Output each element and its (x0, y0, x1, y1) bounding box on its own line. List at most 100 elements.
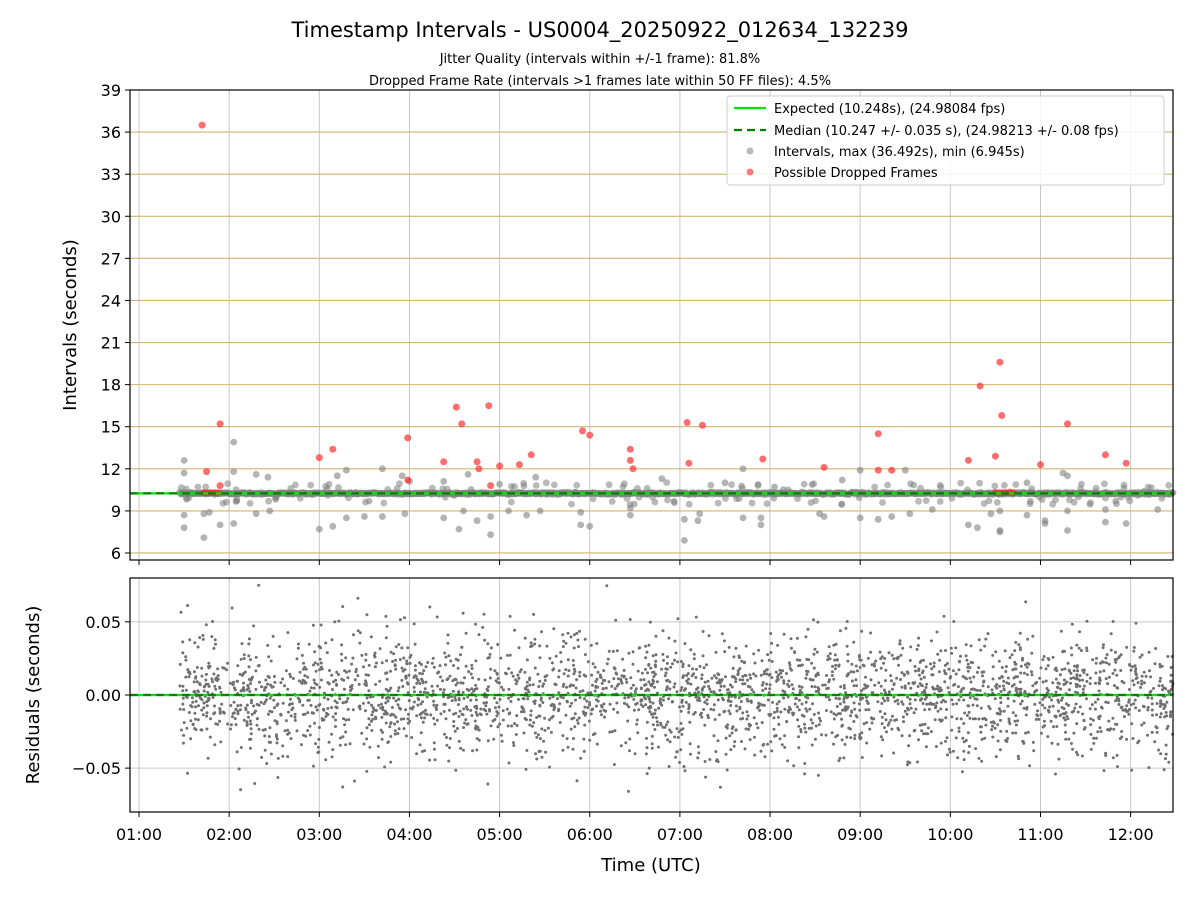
residual-point (616, 649, 619, 652)
residual-point (301, 654, 304, 657)
residual-point (753, 716, 756, 719)
residual-point (825, 674, 828, 677)
residual-point (769, 683, 772, 686)
residual-point (316, 709, 319, 712)
residual-point (798, 699, 801, 702)
interval-point (1078, 481, 1085, 488)
residual-point (976, 698, 979, 701)
residual-point (1057, 710, 1060, 713)
residual-point (209, 717, 212, 720)
residual-point (644, 668, 647, 671)
residual-point (758, 709, 761, 712)
residual-point (921, 723, 924, 726)
residual-point (636, 719, 639, 722)
residual-point (330, 674, 333, 677)
residual-point (371, 718, 374, 721)
residual-point (1024, 663, 1027, 666)
residual-point (314, 661, 317, 664)
dropped-frame-point (487, 482, 494, 489)
residual-point (683, 689, 686, 692)
residual-point (412, 705, 415, 708)
residual-point (879, 651, 882, 654)
residual-point (970, 644, 973, 647)
residual-point (1119, 669, 1122, 672)
interval-point (915, 498, 922, 505)
residual-point (544, 751, 547, 754)
residual-point (967, 731, 970, 734)
residual-point (1022, 740, 1025, 743)
residual-point (922, 670, 925, 673)
residual-point (897, 664, 900, 667)
residual-point (482, 702, 485, 705)
residual-point (757, 702, 760, 705)
residual-point (738, 706, 741, 709)
residual-point (1071, 748, 1074, 751)
residual-point (365, 613, 368, 616)
residual-point (945, 672, 948, 675)
residual-point (850, 663, 853, 666)
residual-point (1169, 715, 1172, 718)
residual-point (814, 685, 817, 688)
residual-point (621, 682, 624, 685)
residual-point (548, 718, 551, 721)
residual-point (792, 687, 795, 690)
residual-point (483, 639, 486, 642)
residual-point (492, 738, 495, 741)
residual-point (865, 742, 868, 745)
residual-point (384, 710, 387, 713)
residual-point (816, 621, 819, 624)
residual-point (950, 698, 953, 701)
residual-point (811, 722, 814, 725)
residual-point (868, 728, 871, 731)
residual-point (218, 720, 221, 723)
residual-point (646, 746, 649, 749)
residual-point (680, 733, 683, 736)
residual-point (1109, 727, 1112, 730)
residual-point (855, 684, 858, 687)
residual-point (1132, 737, 1135, 740)
residual-point (613, 763, 616, 766)
residual-point (957, 685, 960, 688)
residual-point (595, 705, 598, 708)
residual-point (445, 736, 448, 739)
residual-point (625, 681, 628, 684)
residual-point (731, 727, 734, 730)
residual-point (541, 756, 544, 759)
residual-point (786, 759, 789, 762)
residual-point (358, 705, 361, 708)
residual-point (383, 713, 386, 716)
residual-point (562, 640, 565, 643)
residual-point (1154, 662, 1157, 665)
residual-point (1047, 709, 1050, 712)
residual-point (245, 720, 248, 723)
residual-point (588, 701, 591, 704)
residual-point (884, 691, 887, 694)
residual-point (610, 685, 613, 688)
interval-outlier-point (487, 531, 494, 538)
residual-point (493, 669, 496, 672)
residual-point (457, 691, 460, 694)
residual-point (889, 719, 892, 722)
residual-point (813, 713, 816, 716)
residual-point (1021, 700, 1024, 703)
residual-point (1059, 688, 1062, 691)
residual-points (178, 584, 1174, 793)
residual-point (938, 659, 941, 662)
residual-point (864, 676, 867, 679)
residual-point (399, 658, 402, 661)
residual-point (727, 699, 730, 702)
residual-point (281, 678, 284, 681)
residual-point (395, 699, 398, 702)
residual-point (782, 697, 785, 700)
residual-point (568, 669, 571, 672)
residual-point (652, 680, 655, 683)
residual-point (452, 664, 455, 667)
residual-point (356, 674, 359, 677)
residual-point (506, 708, 509, 711)
residual-point (1156, 731, 1159, 734)
interval-point (384, 486, 391, 493)
residual-point (466, 708, 469, 711)
dropped-frame-point (630, 465, 637, 472)
residual-point (1014, 720, 1017, 723)
residual-point (202, 713, 205, 716)
